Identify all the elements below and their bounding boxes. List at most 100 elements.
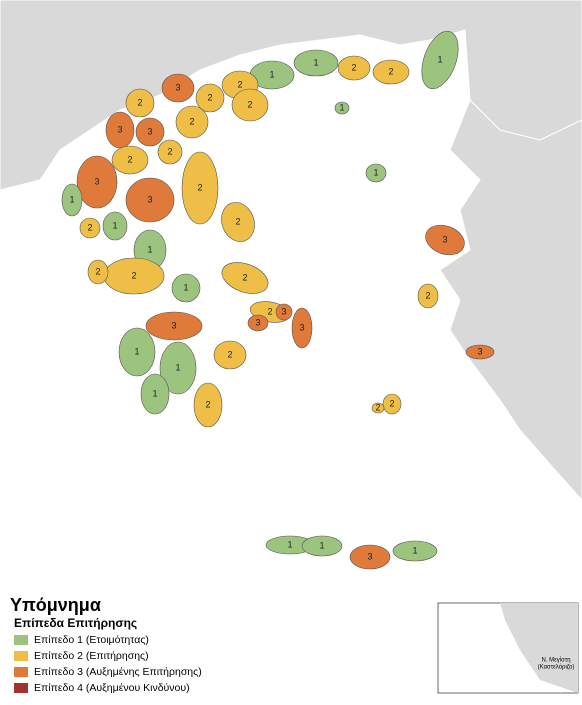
region-level: 3 — [367, 551, 372, 561]
region — [76, 155, 118, 209]
region-level: 1 — [287, 539, 292, 549]
region-level: 1 — [319, 540, 324, 550]
legend-label: Επίπεδο 1 (Ετοιμότητας) — [34, 634, 149, 646]
region-level: 2 — [127, 154, 132, 164]
region-level: 1 — [134, 346, 139, 356]
region — [247, 314, 269, 332]
region — [334, 101, 350, 115]
region-level: 2 — [237, 79, 242, 89]
region — [181, 151, 219, 225]
region-level: 1 — [313, 57, 318, 67]
region — [145, 311, 203, 341]
region-level: 2 — [87, 222, 92, 232]
region-level: 2 — [131, 270, 136, 280]
region — [382, 393, 402, 415]
region-level: 1 — [69, 194, 74, 204]
region-level: 2 — [197, 182, 202, 192]
legend-label: Επίπεδο 2 (Επιτήρησης) — [34, 650, 149, 662]
region-level: 3 — [175, 82, 180, 92]
region — [221, 202, 255, 242]
region — [213, 340, 247, 370]
inset-label: Ν. Μεγίστη — [541, 658, 570, 664]
region-level: 2 — [425, 290, 430, 300]
region-level: 3 — [94, 176, 99, 186]
region-level: 2 — [205, 399, 210, 409]
region-level: 3 — [117, 124, 122, 134]
regions: 11 2 2112322232322332112122122233331112213… — [61, 30, 495, 659]
region-level: 3 — [147, 126, 152, 136]
region — [349, 544, 391, 570]
legend-label: Επίπεδο 4 (Αυξημένου Κινδύνου) — [34, 682, 190, 694]
region-level: 2 — [242, 272, 247, 282]
legend-subtitle: Επίπεδα Επιτήρησης — [14, 616, 137, 630]
region-level: 1 — [175, 362, 180, 372]
region-level: 2 — [375, 402, 380, 412]
region — [171, 273, 201, 303]
region-level: 2 — [388, 66, 393, 76]
region-level: 1 — [437, 54, 442, 64]
inset-label: (Καστελόριζο) — [538, 664, 575, 671]
legend-label: Επίπεδο 3 (Αυξημένης Επιτήρησης) — [34, 666, 202, 678]
region — [175, 105, 209, 139]
region — [111, 145, 149, 175]
region — [157, 139, 183, 165]
legend-title: Υπόμνημα — [10, 595, 101, 615]
region-level: 3 — [281, 306, 286, 316]
region-level: 2 — [247, 99, 252, 109]
region — [425, 224, 465, 256]
region — [125, 88, 155, 118]
region — [195, 83, 225, 113]
region-level: 1 — [112, 220, 117, 230]
region — [159, 341, 197, 395]
region-level: 2 — [389, 398, 394, 408]
region — [337, 55, 371, 81]
region — [125, 177, 175, 223]
region-level: 3 — [171, 320, 176, 330]
region-level: 1 — [183, 282, 188, 292]
region — [102, 211, 128, 241]
region-level: 2 — [351, 62, 356, 72]
region — [465, 344, 495, 360]
region-level: 1 — [339, 102, 344, 112]
region — [392, 540, 438, 562]
legend-swatch — [14, 667, 28, 677]
region — [275, 303, 293, 321]
region-level: 1 — [152, 388, 157, 398]
region-level: 2 — [189, 116, 194, 126]
legend-swatch — [14, 635, 28, 645]
region-level: 2 — [137, 97, 142, 107]
region-level: 3 — [442, 234, 447, 244]
region — [372, 59, 410, 85]
region-level: 2 — [235, 216, 240, 226]
region — [193, 382, 223, 428]
region-level: 3 — [147, 194, 152, 204]
legend: Επίπεδο 1 (Ετοιμότητας) Επίπεδο 2 (Επιτήρ… — [14, 634, 202, 694]
region-level: 2 — [95, 266, 100, 276]
region — [140, 373, 170, 415]
region — [293, 49, 339, 77]
region — [135, 117, 165, 147]
neighbor-land — [439, 99, 582, 501]
region — [221, 262, 269, 294]
region — [371, 402, 385, 414]
region — [61, 183, 83, 217]
region-level: 2 — [167, 146, 172, 156]
region-level: 2 — [227, 349, 232, 359]
region-level: 1 — [269, 69, 274, 79]
region — [421, 30, 459, 90]
legend-swatch — [14, 683, 28, 693]
region-level: 3 — [255, 317, 260, 327]
region — [365, 163, 387, 183]
region — [87, 259, 109, 285]
region — [118, 327, 156, 377]
region-level: 2 — [267, 306, 272, 316]
inset-land — [500, 603, 578, 693]
region — [231, 88, 269, 122]
legend-swatch — [14, 651, 28, 661]
region-level: 1 — [373, 167, 378, 177]
region — [301, 535, 343, 557]
region — [291, 307, 313, 349]
region — [161, 73, 195, 103]
region — [417, 283, 439, 309]
